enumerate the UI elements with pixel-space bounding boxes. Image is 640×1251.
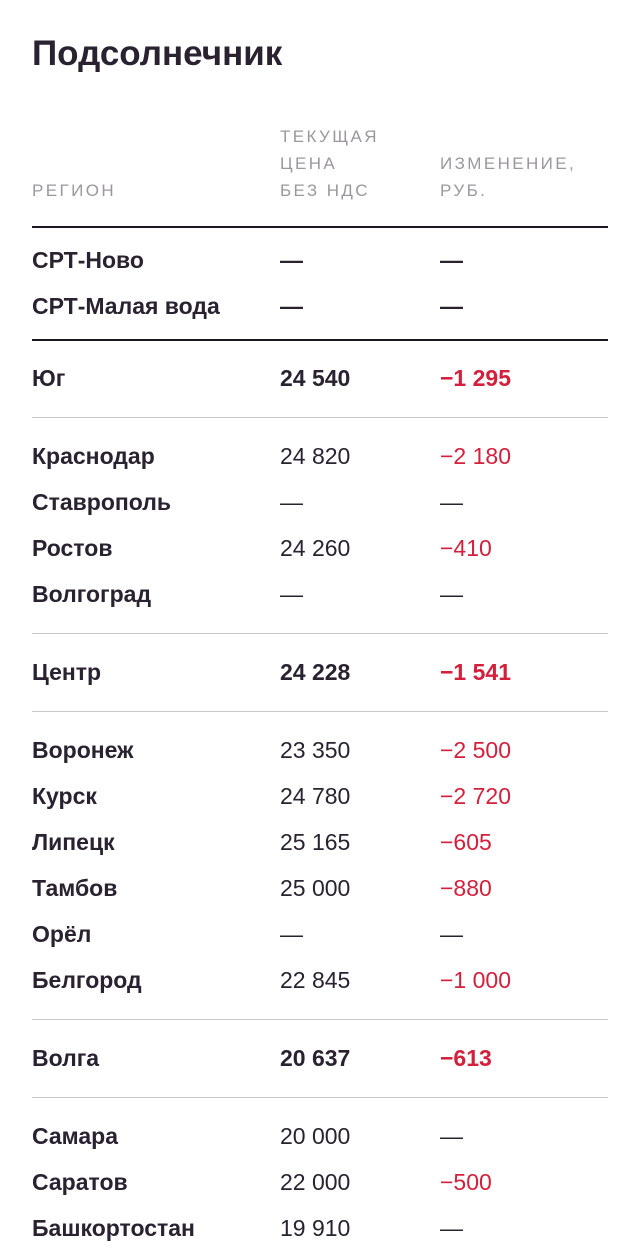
table-row: Саратов 22 000 −500 [32,1159,608,1205]
change-cell: — [440,247,463,273]
column-header-price: ТЕКУЩАЯ ЦЕНА БЕЗ НДС [280,127,379,200]
region-cell: Воронеж [32,737,134,763]
region-cell: Саратов [32,1169,128,1195]
table-row: Курск 24 780 −2 720 [32,773,608,819]
table-row: Орёл — — [32,911,608,957]
group-divider [32,339,608,341]
region-cell: Ростов [32,535,113,561]
page-title: Подсолнечник [32,34,283,73]
price-cell: 22 845 [280,967,351,993]
change-cell: — [440,581,463,607]
region-cell: Волга [32,1045,100,1071]
group-summary-row: Волга 20 637 −613 [32,1035,608,1081]
price-cell: — [280,247,303,273]
region-cell: Краснодар [32,443,155,469]
region-cell: Липецк [32,829,115,855]
region-cell: СРТ-Ново [32,247,144,273]
change-cell: — [440,489,463,515]
region-cell: Ставрополь [32,489,172,515]
price-cell: 25 000 [280,875,351,901]
price-cell: 24 540 [280,365,351,391]
change-cell: −1 541 [440,659,511,685]
price-cell: — [280,293,303,319]
table-row: Липецк 25 165 −605 [32,819,608,865]
change-cell: — [440,921,463,947]
region-cell: Курск [32,783,97,809]
change-cell: −613 [440,1045,492,1071]
group-divider [32,1019,608,1020]
column-header-region: РЕГИОН [32,181,117,200]
price-cell: 24 780 [280,783,351,809]
change-cell: — [440,1215,463,1241]
table-row: Воронеж 23 350 −2 500 [32,727,608,773]
group-items-divider [32,417,608,418]
header-divider [32,226,608,228]
table-row: Тамбов 25 000 −880 [32,865,608,911]
table-row: Белгород 22 845 −1 000 [32,957,608,1003]
region-cell: Башкортостан [32,1215,195,1241]
srt-row: СРТ-Малая вода — — [32,283,608,329]
price-cell: 20 637 [280,1045,351,1071]
price-cell: 24 820 [280,443,351,469]
table-row: Самара 20 000 — [32,1113,608,1159]
change-cell: −410 [440,535,492,561]
change-cell: — [440,293,463,319]
change-cell: −1 295 [440,365,511,391]
price-cell: 23 350 [280,737,351,763]
region-cell: Тамбов [32,875,118,901]
group-items-divider [32,1097,608,1098]
region-cell: Волгоград [32,581,152,607]
table-row: Башкортостан 19 910 — [32,1205,608,1251]
table-header: РЕГИОН ТЕКУЩАЯ ЦЕНА БЕЗ НДС ИЗМЕНЕНИЕ, Р… [32,122,608,208]
price-cell: 24 260 [280,535,351,561]
column-header-change: ИЗМЕНЕНИЕ, РУБ. [440,154,577,200]
region-cell: Белгород [32,967,142,993]
price-cell: — [280,489,303,515]
group-divider [32,633,608,634]
price-table-page: Подсолнечник РЕГИОН ТЕКУЩАЯ ЦЕНА БЕЗ НДС… [32,34,608,1241]
region-cell: Орёл [32,921,92,947]
group-items-divider [32,711,608,712]
region-cell: Центр [32,659,102,685]
change-cell: −2 180 [440,443,511,469]
change-cell: −2 500 [440,737,511,763]
price-cell: 22 000 [280,1169,351,1195]
price-cell: — [280,581,303,607]
price-cell: 25 165 [280,829,351,855]
table-row: Ростов 24 260 −410 [32,525,608,571]
region-cell: Юг [32,365,66,391]
change-cell: −500 [440,1169,492,1195]
group-summary-row: Юг 24 540 −1 295 [32,355,608,401]
region-cell: Самара [32,1123,119,1149]
table-row: Волгоград — — [32,571,608,617]
price-cell: 20 000 [280,1123,351,1149]
table-row: Ставрополь — — [32,479,608,525]
price-cell: — [280,921,303,947]
change-cell: — [440,1123,463,1149]
srt-row: СРТ-Ново — — [32,237,608,283]
table-row: Краснодар 24 820 −2 180 [32,433,608,479]
change-cell: −2 720 [440,783,511,809]
region-cell: СРТ-Малая вода [32,293,220,319]
change-cell: −880 [440,875,492,901]
group-summary-row: Центр 24 228 −1 541 [32,649,608,695]
change-cell: −1 000 [440,967,511,993]
price-cell: 19 910 [280,1215,351,1241]
change-cell: −605 [440,829,492,855]
price-cell: 24 228 [280,659,351,685]
